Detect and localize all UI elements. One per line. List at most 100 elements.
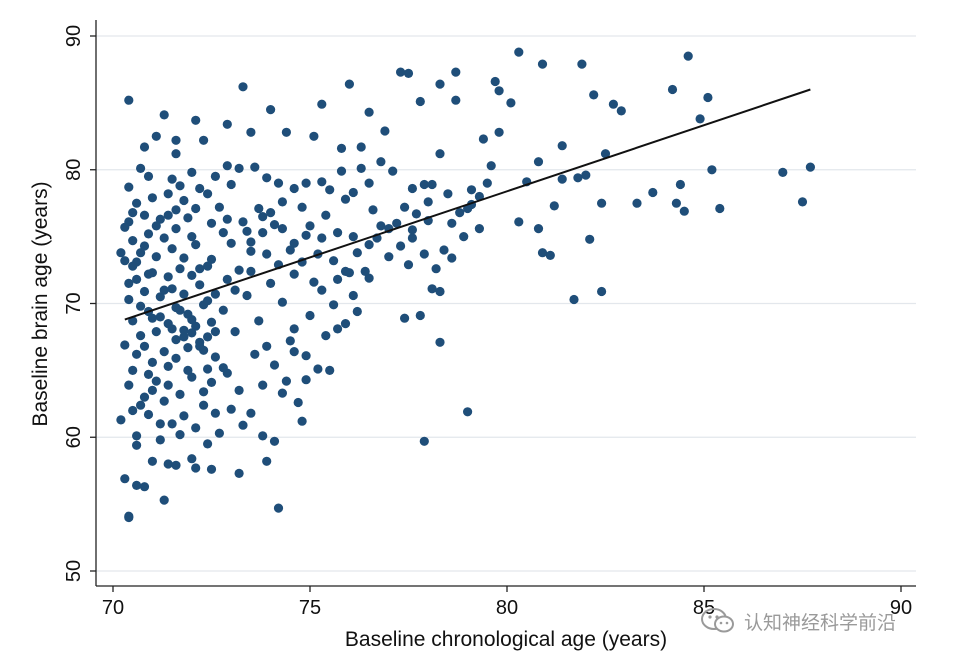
y-ticks: 50 60 70 80 90 bbox=[63, 25, 96, 582]
data-point-44 bbox=[805, 162, 816, 172]
data-point-235 bbox=[124, 182, 134, 192]
data-point-264 bbox=[230, 327, 240, 337]
data-point-25 bbox=[380, 126, 390, 136]
data-point-215 bbox=[136, 248, 146, 258]
data-point-13 bbox=[577, 59, 587, 69]
data-point-293 bbox=[163, 361, 173, 371]
data-point-186 bbox=[183, 343, 193, 353]
data-point-58 bbox=[533, 224, 544, 234]
data-point-73 bbox=[427, 179, 437, 190]
data-point-272 bbox=[218, 363, 228, 373]
data-point-301 bbox=[222, 274, 232, 284]
data-point-41 bbox=[707, 165, 717, 175]
data-point-123 bbox=[352, 306, 362, 317]
data-point-31 bbox=[222, 119, 232, 129]
data-point-95 bbox=[439, 245, 449, 255]
data-point-270 bbox=[277, 388, 287, 398]
data-point-80 bbox=[356, 163, 366, 173]
data-point-54 bbox=[581, 170, 591, 180]
data-point-291 bbox=[258, 431, 268, 441]
x-ticks: 70 75 80 85 90 bbox=[102, 586, 912, 619]
data-point-248 bbox=[321, 210, 331, 220]
data-point-97 bbox=[419, 249, 429, 259]
data-point-223 bbox=[171, 224, 181, 234]
data-point-277 bbox=[333, 324, 343, 334]
data-point-231 bbox=[147, 193, 157, 203]
data-point-198 bbox=[155, 312, 165, 322]
data-point-59 bbox=[514, 217, 524, 227]
data-point-246 bbox=[277, 197, 287, 207]
y-tick-label-50: 50 bbox=[63, 560, 85, 582]
data-point-275 bbox=[214, 428, 224, 438]
data-point-212 bbox=[187, 270, 197, 280]
data-point-250 bbox=[368, 205, 378, 215]
data-point-90 bbox=[234, 163, 244, 173]
data-point-16 bbox=[703, 92, 713, 103]
data-point-6 bbox=[344, 79, 354, 89]
data-point-109 bbox=[289, 238, 299, 248]
data-point-74 bbox=[419, 179, 429, 190]
x-tick-label-90: 90 bbox=[890, 597, 912, 619]
data-point-249 bbox=[340, 194, 351, 204]
data-point-39 bbox=[616, 106, 626, 116]
data-point-327 bbox=[163, 319, 173, 329]
watermark: 认知神经科学前沿 bbox=[700, 606, 896, 636]
data-point-79 bbox=[364, 178, 374, 188]
data-point-75 bbox=[407, 183, 417, 194]
fit-line-group bbox=[124, 88, 811, 321]
data-point-331 bbox=[128, 261, 138, 271]
data-point-135 bbox=[435, 337, 445, 347]
data-point-53 bbox=[573, 173, 583, 183]
data-point-82 bbox=[336, 166, 347, 176]
data-point-268 bbox=[301, 351, 311, 361]
data-point-162 bbox=[132, 480, 142, 490]
data-point-172 bbox=[167, 419, 177, 429]
data-point-125 bbox=[329, 300, 339, 310]
data-point-120 bbox=[435, 286, 445, 297]
data-point-121 bbox=[400, 313, 410, 323]
data-point-221 bbox=[143, 229, 154, 239]
data-point-168 bbox=[155, 435, 165, 445]
data-point-5 bbox=[317, 99, 327, 109]
data-point-55 bbox=[557, 174, 567, 184]
data-point-184 bbox=[159, 347, 169, 357]
data-point-241 bbox=[226, 179, 236, 190]
data-point-177 bbox=[151, 376, 161, 386]
data-point-273 bbox=[206, 377, 217, 387]
data-point-267 bbox=[285, 336, 295, 346]
data-point-287 bbox=[136, 400, 146, 410]
data-point-260 bbox=[364, 273, 374, 283]
data-point-236 bbox=[143, 171, 154, 181]
data-point-214 bbox=[120, 256, 130, 266]
data-point-101 bbox=[376, 221, 386, 231]
data-point-202 bbox=[124, 294, 134, 305]
data-point-83 bbox=[325, 185, 335, 195]
data-point-119 bbox=[427, 284, 437, 294]
data-point-180 bbox=[187, 372, 197, 382]
data-point-280 bbox=[403, 260, 414, 270]
data-point-317 bbox=[120, 222, 130, 232]
data-point-269 bbox=[321, 331, 331, 341]
data-point-2 bbox=[191, 115, 201, 125]
data-point-320 bbox=[159, 285, 169, 295]
data-point-98 bbox=[407, 225, 417, 235]
data-point-315 bbox=[455, 208, 465, 218]
data-point-334 bbox=[163, 210, 173, 220]
data-point-333 bbox=[151, 221, 161, 231]
data-point-117 bbox=[206, 254, 217, 264]
data-point-146 bbox=[234, 385, 244, 395]
data-point-321 bbox=[175, 305, 185, 315]
data-point-181 bbox=[203, 364, 213, 374]
data-point-256 bbox=[289, 269, 299, 279]
data-point-304 bbox=[258, 212, 268, 222]
data-point-292 bbox=[147, 385, 157, 395]
data-point-130 bbox=[266, 278, 276, 288]
data-point-78 bbox=[376, 157, 386, 167]
data-point-103 bbox=[348, 232, 358, 242]
data-point-48 bbox=[675, 179, 686, 190]
data-point-155 bbox=[191, 463, 201, 473]
data-point-170 bbox=[128, 405, 138, 416]
data-point-102 bbox=[364, 240, 374, 250]
data-point-265 bbox=[250, 349, 260, 359]
